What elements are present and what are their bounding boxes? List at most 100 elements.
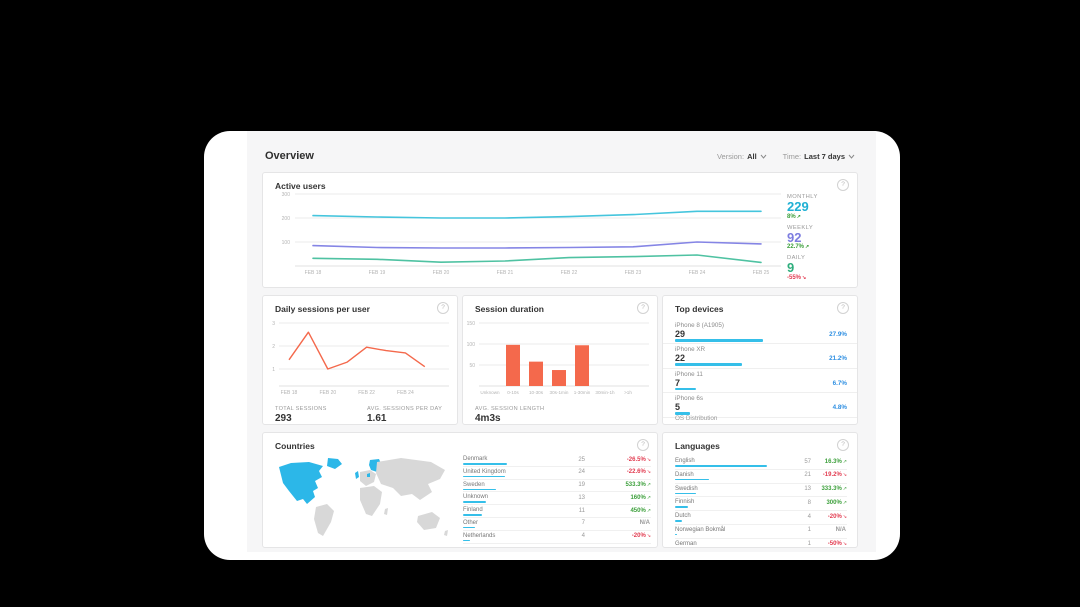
list-row: Swedish 13 333.3% ↗ — [675, 484, 847, 498]
map-greenland — [327, 458, 342, 469]
row-count: 1 — [807, 541, 811, 548]
active-users-stat: MONTHLY 229 8% ↗ — [787, 194, 847, 225]
device-percent: 21.2% — [829, 355, 847, 363]
svg-text:300: 300 — [282, 192, 291, 198]
chevron-down-icon — [760, 154, 767, 159]
row-count: 13 — [804, 486, 811, 493]
total-sessions-label: TOTAL SESSIONS — [275, 406, 327, 412]
list-row: Dutch 4 -20% ↘ — [675, 511, 847, 525]
avg-session-length-label: AVG. SESSION LENGTH — [475, 406, 545, 412]
list-row: English 57 16.3% ↗ — [675, 456, 847, 470]
time-dropdown[interactable]: Time: Last 7 days — [783, 152, 855, 161]
daily-sessions-panel: Daily sessions per user ? 3 2 1 FEB 18 FEB 2… — [262, 295, 458, 425]
trend-icon: ↗ — [796, 213, 801, 220]
row-name: German — [675, 540, 697, 547]
svg-text:200: 200 — [282, 216, 291, 222]
svg-text:30s-1min: 30s-1min — [550, 390, 569, 395]
map-asia — [376, 458, 445, 500]
help-icon[interactable]: ? — [637, 302, 649, 314]
row-percent: 533.3% — [625, 482, 646, 489]
svg-text:10-30s: 10-30s — [529, 390, 544, 395]
svg-text:50: 50 — [469, 363, 475, 369]
row-name: Finland — [463, 507, 483, 514]
trend-icon: ↘ — [842, 541, 847, 548]
row-bar — [463, 463, 507, 465]
row-count: 24 — [578, 469, 585, 476]
os-distribution-label: OS Distribution — [675, 415, 718, 422]
panel-title: Languages — [675, 441, 720, 451]
map-denmark — [367, 473, 370, 477]
help-icon[interactable]: ? — [637, 439, 649, 451]
device-bar — [675, 339, 763, 342]
list-row: Finland 11 450% ↗ — [463, 505, 651, 518]
daily-sessions-chart: 3 2 1 FEB 18 FEB 20 FEB 22 FEB 24 — [272, 321, 449, 396]
avg-sessions-label: AVG. SESSIONS PER DAY — [367, 406, 443, 412]
svg-text:FEB 20: FEB 20 — [319, 390, 336, 396]
help-icon[interactable]: ? — [837, 302, 849, 314]
row-percent: N/A — [639, 520, 650, 527]
session-duration-panel: Session duration ? 150 100 50 Unknown 0-10s 1… — [462, 295, 658, 425]
row-count: 21 — [804, 472, 811, 479]
trend-icon: ↘ — [646, 456, 651, 463]
svg-text:>1h: >1h — [624, 390, 632, 395]
device-name: iPhone 11 — [675, 370, 703, 378]
world-map — [279, 458, 448, 536]
row-percent: -19.2% — [822, 472, 842, 479]
map-madagascar — [384, 508, 388, 515]
version-value: All — [747, 152, 757, 161]
svg-text:2: 2 — [272, 344, 275, 350]
trend-icon: ↘ — [802, 274, 807, 281]
row-percent: 160% — [630, 494, 646, 501]
trend-icon: ↘ — [842, 472, 847, 479]
svg-text:FEB 24: FEB 24 — [397, 390, 414, 396]
row-bar — [675, 506, 688, 508]
row-count: 4 — [807, 513, 811, 520]
svg-text:0-10s: 0-10s — [507, 390, 519, 395]
row-count: 4 — [581, 533, 585, 540]
row-percent: 333.3% — [821, 486, 842, 493]
list-row: Netherlands 4 -20% ↘ — [463, 531, 651, 544]
row-count: 57 — [804, 458, 811, 465]
row-name: English — [675, 458, 695, 464]
row-percent: -26.5% — [626, 456, 646, 463]
row-bar — [675, 533, 677, 536]
version-dropdown[interactable]: Version: All — [717, 152, 767, 161]
stat-delta: -55% ↘ — [787, 274, 807, 281]
top-devices-panel: Top devices ? iPhone 8 (A1905) 29 27.9% … — [662, 295, 858, 425]
stat-label: DAILY — [787, 255, 806, 261]
row-name: Danish — [675, 471, 694, 478]
row-percent: 450% — [630, 507, 646, 514]
svg-text:3: 3 — [272, 321, 275, 327]
svg-text:100: 100 — [282, 240, 291, 246]
row-name: Netherlands — [463, 532, 496, 539]
total-sessions-value: 293 — [275, 413, 292, 424]
row-percent: -50% — [827, 541, 842, 548]
panel-title: Active users — [275, 181, 326, 191]
row-bar — [463, 539, 470, 542]
svg-text:100: 100 — [467, 342, 476, 348]
help-icon[interactable]: ? — [437, 302, 449, 314]
row-bar — [463, 526, 476, 529]
row-name: Finnish — [675, 499, 695, 506]
help-icon[interactable]: ? — [837, 179, 849, 191]
svg-text:FEB 24: FEB 24 — [689, 270, 706, 276]
row-bar — [675, 520, 682, 522]
row-count: 8 — [807, 499, 811, 506]
device-count: 22 — [675, 353, 686, 364]
device-row: iPhone 11 7 6.7% — [663, 369, 857, 394]
row-bar — [463, 488, 497, 491]
row-name: Sweden — [463, 481, 485, 488]
stat-value: 229 — [787, 199, 809, 214]
dashboard-window: Overview Version: All Time: Last 7 days … — [204, 131, 900, 560]
svg-text:1-30min: 1-30min — [574, 390, 591, 395]
row-name: Swedish — [675, 485, 698, 492]
active-users-stats: MONTHLY 229 8% ↗ WEEKLY 92 22.7% ↗ DAILY 9… — [787, 194, 847, 286]
row-count: 25 — [578, 456, 585, 463]
stat-value: 92 — [787, 229, 802, 245]
help-icon[interactable]: ? — [837, 439, 849, 451]
list-row: Unknown 13 160% ↗ — [463, 492, 651, 506]
panel-title: Countries — [275, 441, 315, 451]
device-count: 7 — [675, 377, 681, 388]
row-bar — [675, 492, 696, 495]
